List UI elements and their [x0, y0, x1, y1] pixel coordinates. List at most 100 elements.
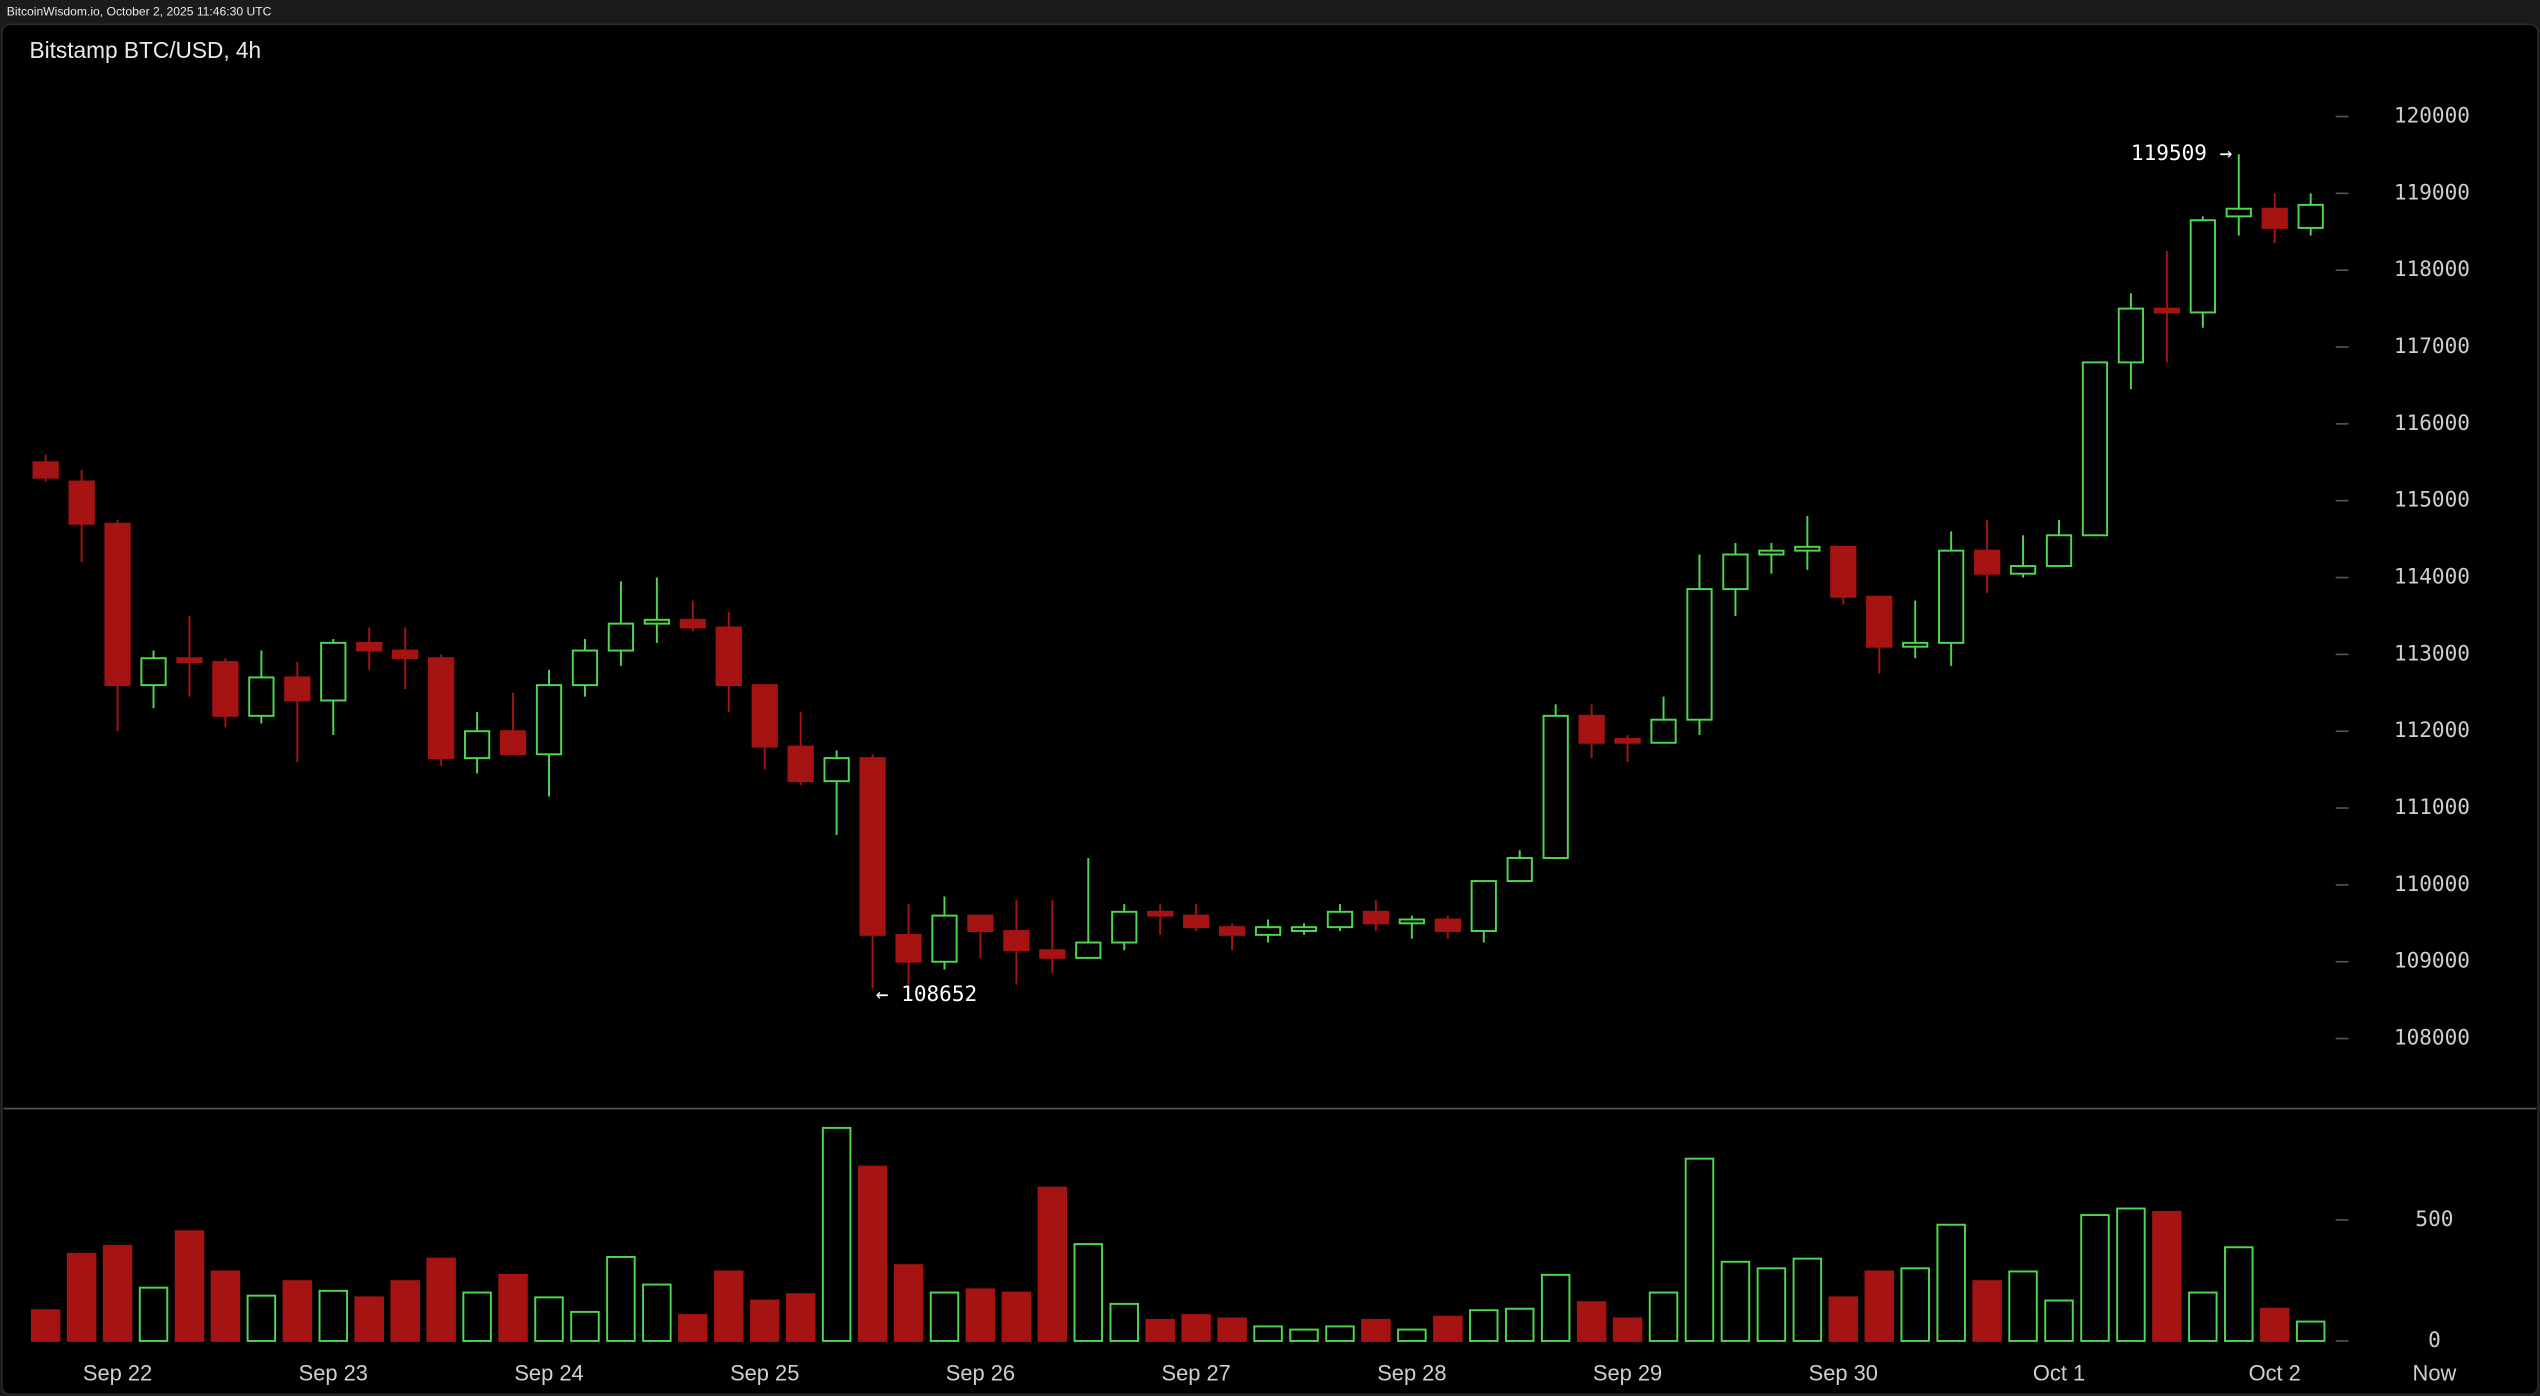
- candle-body: [535, 684, 563, 756]
- candle-body: [1003, 930, 1030, 952]
- candle-body: [715, 626, 742, 687]
- candle-body: [1147, 910, 1174, 917]
- volume-bar: [2224, 1246, 2254, 1342]
- candle-body: [1218, 926, 1246, 936]
- volume-bar: [1469, 1309, 1499, 1342]
- candle-body: [1722, 553, 1749, 591]
- annotation: 119509 →: [2131, 140, 2232, 165]
- volume-bar: [1181, 1314, 1211, 1342]
- candle-body: [1290, 926, 1318, 932]
- annotation: ← 108652: [876, 981, 977, 1006]
- header: BitcoinWisdom.io, October 2, 2025 11:46:…: [7, 4, 272, 18]
- y-tick-label: 114000: [2394, 564, 2470, 589]
- candle-body: [1902, 641, 1929, 648]
- candle-body: [248, 676, 275, 717]
- candle-body: [104, 522, 131, 687]
- y-tick-label: 115000: [2394, 487, 2470, 512]
- candle-body: [2117, 307, 2145, 364]
- candle-body: [1758, 549, 1785, 556]
- volume-bar: [1217, 1317, 1247, 1342]
- y-tick-label: 116000: [2394, 410, 2470, 435]
- volume-bar: [1936, 1223, 1966, 1342]
- candle-body: [1398, 918, 1425, 925]
- candle-body: [931, 914, 958, 963]
- candle-body: [823, 757, 850, 783]
- candle-body: [176, 657, 203, 664]
- y-tick-label: 118000: [2394, 256, 2470, 281]
- candle-body: [1866, 595, 1893, 648]
- y-tick-label: 113000: [2394, 640, 2470, 665]
- x-tick-label: Sep 30: [1809, 1361, 1878, 1386]
- x-tick-label: Oct 2: [2249, 1361, 2301, 1386]
- volume-bar: [138, 1286, 169, 1342]
- volume-bar: [534, 1296, 564, 1342]
- volume-bar: [1037, 1186, 1068, 1342]
- x-tick-label: Sep 23: [299, 1361, 368, 1386]
- candle-body: [1434, 918, 1461, 932]
- volume-bar: [1864, 1270, 1894, 1342]
- volume-bar: [1361, 1318, 1391, 1342]
- candle-body: [356, 641, 383, 652]
- y-tick-label: 119000: [2394, 179, 2470, 204]
- y-tick-label: 111000: [2394, 794, 2470, 819]
- candle-body: [428, 657, 455, 760]
- candle-body: [2261, 207, 2288, 229]
- candle-body: [1578, 714, 1605, 744]
- chart-title: Bitstamp BTC/USD, 4h: [29, 37, 261, 63]
- candle-body: [212, 661, 239, 717]
- candle-body: [2153, 307, 2180, 314]
- volume-bar: [893, 1264, 924, 1342]
- candle-body: [1938, 549, 1965, 644]
- volume-bar: [1073, 1243, 1104, 1342]
- candle-body: [284, 676, 311, 702]
- volume-tick-label: 0: [2428, 1327, 2441, 1352]
- volume-bar: [1828, 1296, 1859, 1342]
- y-tick-label: 120000: [2394, 102, 2470, 127]
- volume-bar: [606, 1255, 636, 1342]
- volume-bar: [354, 1296, 384, 1342]
- volume-bar: [1001, 1291, 1032, 1342]
- candle-body: [1650, 718, 1677, 744]
- x-tick-label: Sep 22: [83, 1361, 152, 1386]
- candle-body: [751, 684, 778, 748]
- volume-bar: [102, 1244, 133, 1342]
- candle-body: [1830, 545, 1857, 598]
- candle-body: [607, 622, 635, 652]
- volume-bar: [1504, 1307, 1535, 1342]
- volume-bar: [785, 1293, 816, 1342]
- volume-bar: [246, 1294, 277, 1342]
- candle-body: [463, 730, 491, 760]
- volume-bar: [1145, 1318, 1175, 1342]
- volume-bar: [1900, 1267, 1930, 1342]
- volume-bar: [857, 1165, 888, 1342]
- y-tick-label: 108000: [2394, 1025, 2470, 1050]
- y-tick-label: 112000: [2394, 717, 2470, 742]
- candle-body: [1973, 549, 2001, 575]
- volume-bar: [965, 1288, 996, 1342]
- volume-bar: [1109, 1302, 1139, 1342]
- candle-body: [392, 649, 419, 660]
- volume-bar: [210, 1270, 241, 1342]
- volume-bar: [2152, 1210, 2182, 1342]
- volume-bar: [2044, 1299, 2074, 1342]
- candle-body: [1254, 926, 1282, 936]
- volume-bar: [1792, 1257, 1823, 1342]
- volume-bar: [1684, 1157, 1715, 1342]
- candle-body: [787, 745, 814, 783]
- volume-bar: [2295, 1320, 2326, 1342]
- volume-bar: [2080, 1214, 2110, 1342]
- x-tick-label: Sep 26: [946, 1361, 1015, 1386]
- candle-body: [499, 730, 527, 756]
- volume-bar: [1972, 1280, 2002, 1342]
- volume-bar: [2259, 1307, 2290, 1342]
- volume-bar: [2188, 1291, 2218, 1342]
- candle-body: [140, 657, 167, 687]
- candle-body: [1326, 910, 1354, 929]
- candle-body: [895, 933, 922, 963]
- volume-bar: [1612, 1317, 1643, 1342]
- x-tick-label: Sep 29: [1593, 1361, 1662, 1386]
- candle-body: [1039, 949, 1066, 959]
- candle-body: [1614, 737, 1641, 744]
- volume-bar: [929, 1291, 960, 1342]
